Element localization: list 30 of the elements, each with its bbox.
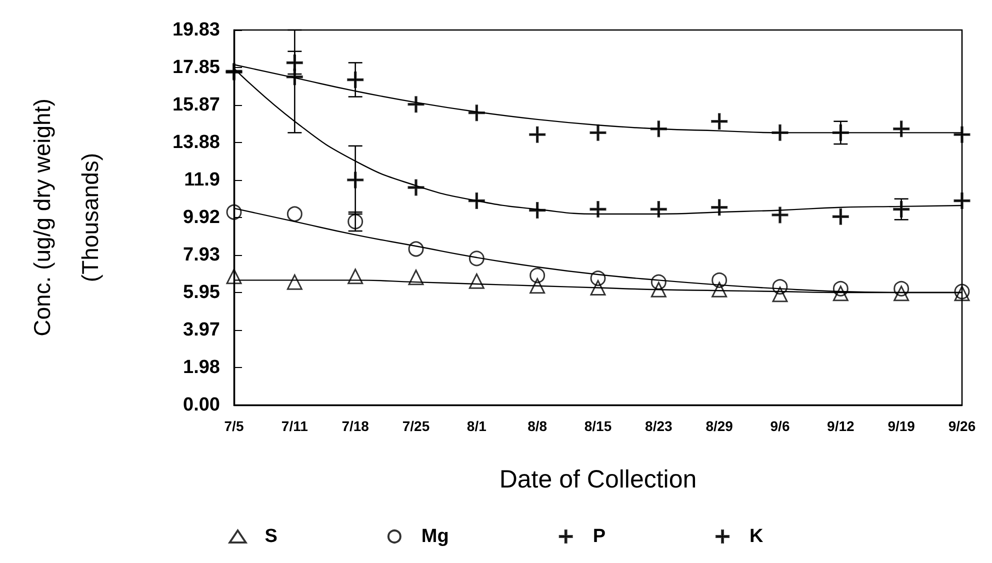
x-axis-title: Date of Collection <box>499 466 697 494</box>
y-tick-label: 7.93 <box>183 244 220 266</box>
x-tick-label: 7/18 <box>342 418 370 434</box>
y-tick-label: 3.97 <box>183 319 220 340</box>
x-tick-label: 8/8 <box>528 418 548 434</box>
x-tick-label: 8/15 <box>584 418 612 434</box>
legend-label: S <box>264 526 278 547</box>
y-tick-label: 1.98 <box>183 357 220 378</box>
x-tick-label: 8/1 <box>466 418 487 434</box>
y-tick-label: 17.85 <box>172 56 220 78</box>
x-tick-label: 9/6 <box>770 418 790 434</box>
y-tick-label: 19.83 <box>172 20 220 40</box>
y-tick-label: 9.92 <box>183 206 220 228</box>
legend-label: K <box>750 526 764 547</box>
y-tick-label: 13.88 <box>172 132 220 154</box>
x-tick-label: 9/26 <box>948 418 976 434</box>
x-tick-label: 7/25 <box>402 418 430 434</box>
x-tick-label: 9/12 <box>827 418 855 434</box>
x-tick-label: 7/11 <box>281 418 308 434</box>
y-tick-label: 15.87 <box>172 94 220 116</box>
x-tick-label: 8/29 <box>706 418 734 434</box>
x-tick-label: 9/19 <box>888 418 916 434</box>
legend-label: P <box>592 526 606 547</box>
y-tick-label: 0.00 <box>183 394 220 416</box>
y-axis-title: Conc. (ug/g dry weight) (Thousands) <box>29 98 103 336</box>
legend-label: Mg <box>421 526 449 547</box>
x-tick-label: 8/23 <box>645 418 673 434</box>
y-tick-label: 11.9 <box>184 169 220 190</box>
y-tick-label: 5.95 <box>183 282 220 303</box>
x-tick-label: 7/5 <box>224 418 244 434</box>
